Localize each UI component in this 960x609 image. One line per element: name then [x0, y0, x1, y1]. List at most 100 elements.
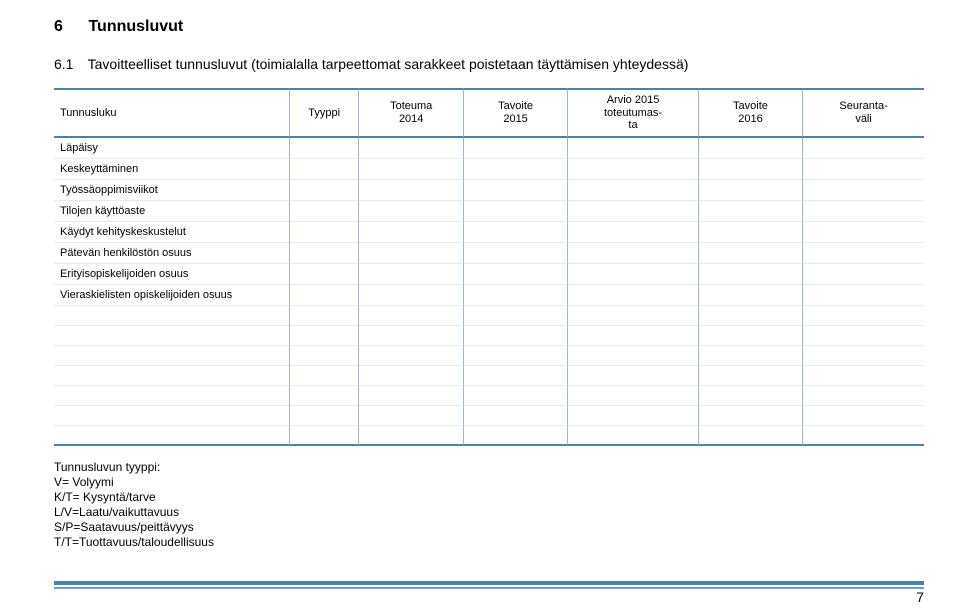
- cell: [698, 386, 802, 406]
- cell: [289, 159, 359, 180]
- cell: [289, 426, 359, 446]
- column-header: Seuranta-väli: [802, 88, 924, 138]
- cell: [463, 426, 567, 446]
- cell: [802, 285, 924, 306]
- cell: [463, 285, 567, 306]
- row-label: [54, 366, 289, 386]
- cell: [289, 243, 359, 264]
- table-row: [54, 346, 924, 366]
- cell: [289, 264, 359, 285]
- cell: [802, 346, 924, 366]
- subsection-title: Tavoitteelliset tunnusluvut (toimialalla…: [88, 56, 689, 72]
- cell: [463, 201, 567, 222]
- legend-line: S/P=Saatavuus/peittävyys: [54, 520, 924, 535]
- cell: [358, 426, 462, 446]
- cell: [463, 366, 567, 386]
- column-header: Tavoite2016: [698, 88, 802, 138]
- subsection-number: 6.1: [54, 56, 84, 72]
- cell: [802, 201, 924, 222]
- cell: [698, 326, 802, 346]
- cell: [567, 138, 698, 159]
- cell: [802, 406, 924, 426]
- table-row: Vieraskielisten opiskelijoiden osuus: [54, 285, 924, 306]
- cell: [358, 406, 462, 426]
- cell: [289, 386, 359, 406]
- cell: [358, 346, 462, 366]
- table-row: [54, 366, 924, 386]
- cell: [698, 180, 802, 201]
- cell: [358, 180, 462, 201]
- cell: [698, 406, 802, 426]
- legend-line: V= Volyymi: [54, 475, 924, 490]
- cell: [567, 406, 698, 426]
- legend-line: L/V=Laatu/vaikuttavuus: [54, 505, 924, 520]
- cell: [698, 138, 802, 159]
- cell: [463, 326, 567, 346]
- cell: [698, 264, 802, 285]
- row-label: [54, 386, 289, 406]
- cell: [358, 138, 462, 159]
- subsection-heading: 6.1 Tavoitteelliset tunnusluvut (toimial…: [54, 56, 924, 72]
- cell: [567, 346, 698, 366]
- cell: [567, 306, 698, 326]
- cell: [698, 306, 802, 326]
- row-label: Käydyt kehityskeskustelut: [54, 222, 289, 243]
- cell: [289, 285, 359, 306]
- cell: [463, 159, 567, 180]
- page-number: 7: [916, 589, 924, 605]
- cell: [358, 306, 462, 326]
- cell: [289, 222, 359, 243]
- legend: Tunnusluvun tyyppi: V= VolyymiK/T= Kysyn…: [54, 460, 924, 550]
- cell: [289, 138, 359, 159]
- cell: [358, 159, 462, 180]
- cell: [358, 222, 462, 243]
- column-header: Tavoite2015: [463, 88, 567, 138]
- cell: [463, 306, 567, 326]
- cell: [358, 386, 462, 406]
- row-label: Keskeyttäminen: [54, 159, 289, 180]
- cell: [463, 346, 567, 366]
- table-row: Käydyt kehityskeskustelut: [54, 222, 924, 243]
- cell: [802, 138, 924, 159]
- cell: [567, 285, 698, 306]
- cell: [567, 222, 698, 243]
- cell: [698, 201, 802, 222]
- cell: [698, 243, 802, 264]
- cell: [289, 306, 359, 326]
- section-title: Tunnusluvut: [88, 18, 183, 35]
- table-row: Läpäisy: [54, 138, 924, 159]
- cell: [567, 366, 698, 386]
- table-row: Tilojen käyttöaste: [54, 201, 924, 222]
- row-label: [54, 406, 289, 426]
- cell: [802, 159, 924, 180]
- table-row: [54, 326, 924, 346]
- table-row: Pätevän henkilöstön osuus: [54, 243, 924, 264]
- row-label: Läpäisy: [54, 138, 289, 159]
- cell: [698, 222, 802, 243]
- row-label: Työssäoppimisviikot: [54, 180, 289, 201]
- table-body: LäpäisyKeskeyttäminenTyössäoppimisviikot…: [54, 138, 924, 446]
- section-heading: 6 Tunnusluvut: [54, 18, 924, 36]
- row-label: [54, 306, 289, 326]
- legend-lines: V= VolyymiK/T= Kysyntä/tarveL/V=Laatu/va…: [54, 475, 924, 550]
- cell: [289, 180, 359, 201]
- column-header: Tyyppi: [289, 88, 359, 138]
- cell: [567, 180, 698, 201]
- cell: [358, 285, 462, 306]
- cell: [802, 326, 924, 346]
- cell: [463, 386, 567, 406]
- cell: [698, 159, 802, 180]
- cell: [463, 138, 567, 159]
- table-row: [54, 306, 924, 326]
- cell: [463, 180, 567, 201]
- cell: [698, 285, 802, 306]
- legend-lead: Tunnusluvun tyyppi:: [54, 460, 924, 475]
- row-label: [54, 326, 289, 346]
- footer-rule: [54, 581, 924, 585]
- row-label: [54, 426, 289, 446]
- table-row: Keskeyttäminen: [54, 159, 924, 180]
- cell: [567, 326, 698, 346]
- cell: [802, 306, 924, 326]
- cell: [567, 264, 698, 285]
- section-number: 6: [54, 18, 84, 36]
